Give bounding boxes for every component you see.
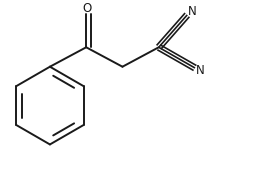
Text: N: N [196,64,204,77]
Text: N: N [187,5,196,18]
Text: O: O [83,2,92,15]
